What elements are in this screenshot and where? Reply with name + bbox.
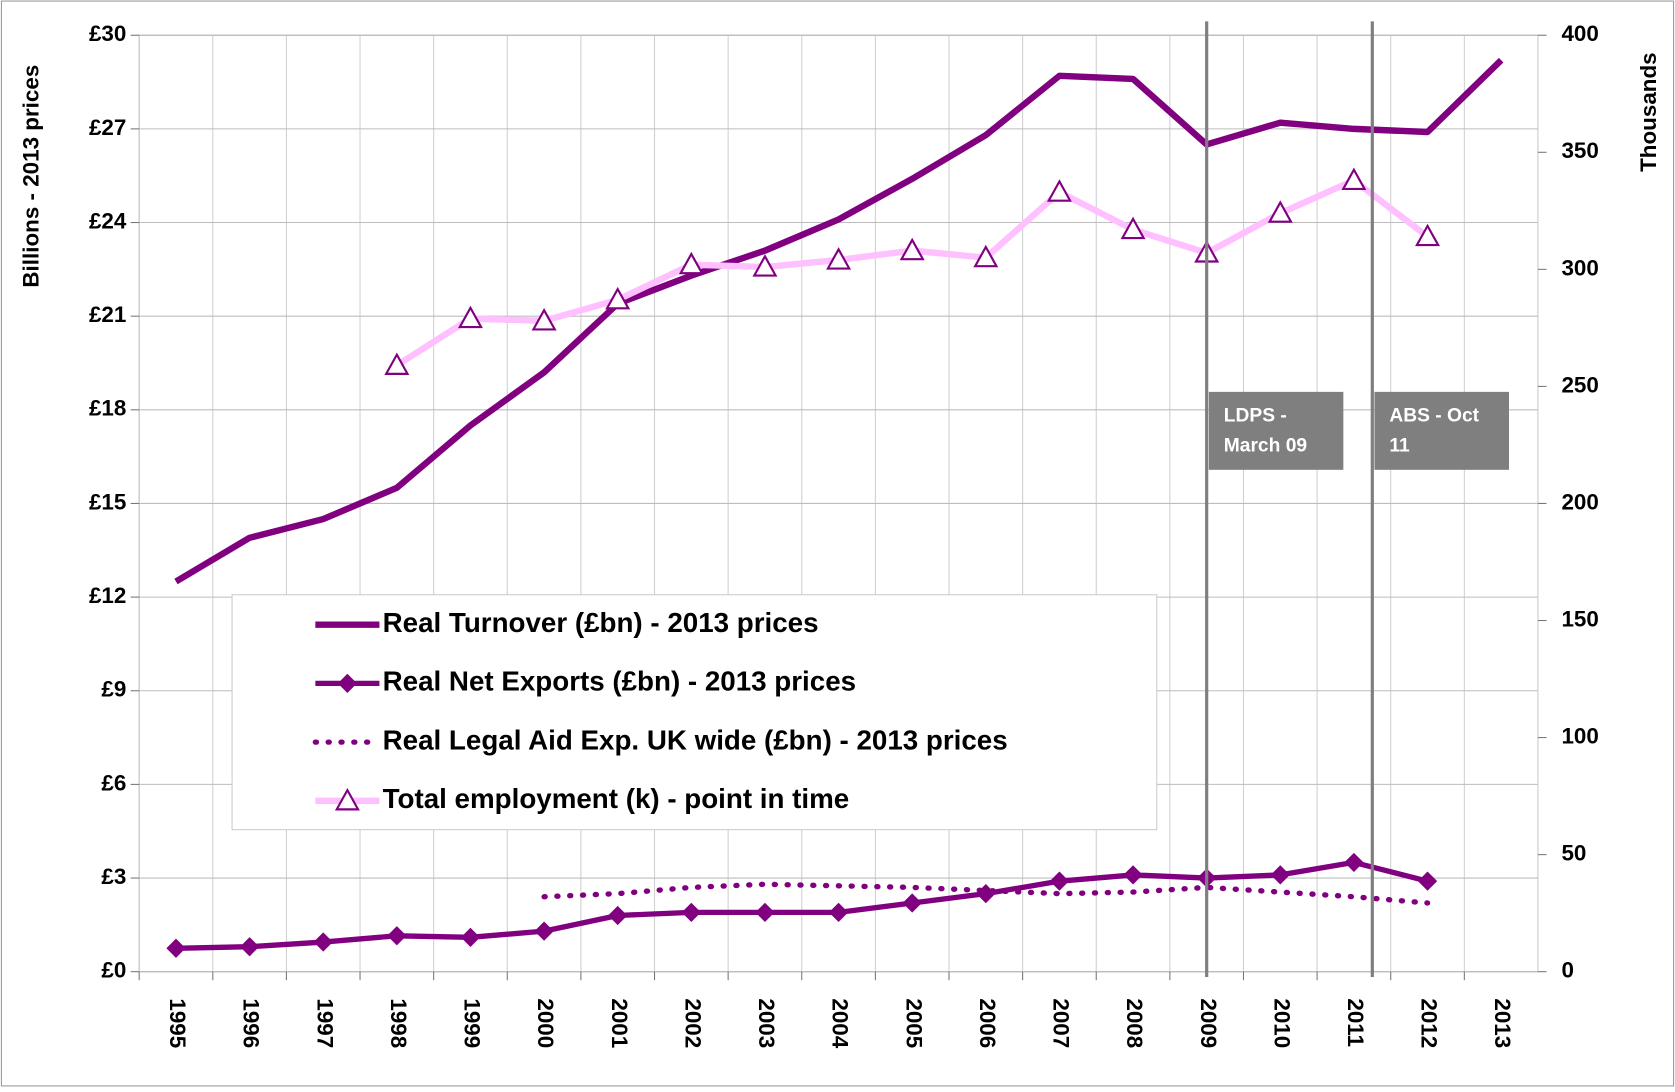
y2-tick-label: 100: [1561, 723, 1598, 748]
x-tick-label: 2003: [754, 998, 779, 1048]
marker: [384, 352, 410, 375]
y-tick-label: £6: [101, 770, 126, 795]
marker: [1415, 223, 1441, 247]
marker: [1341, 167, 1367, 190]
marker: [534, 921, 554, 941]
y2-tick-label: 400: [1561, 21, 1598, 46]
marker: [1123, 865, 1143, 885]
marker: [1270, 865, 1290, 885]
y-tick-label: £12: [89, 583, 126, 608]
y2-axis-title: Thousands: [1636, 52, 1661, 172]
y-tick-label: £30: [89, 21, 126, 46]
y-tick-label: £21: [89, 302, 126, 327]
y2-tick-label: 300: [1561, 255, 1598, 280]
x-tick-label: 1995: [165, 998, 190, 1048]
y-tick-label: £3: [101, 864, 126, 889]
x-tick-label: 2011: [1343, 998, 1368, 1047]
x-tick-label: 1999: [460, 998, 485, 1048]
y2-tick-label: 150: [1561, 606, 1598, 631]
marker: [313, 932, 333, 952]
marker: [973, 244, 999, 268]
y-tick-label: £18: [89, 396, 126, 421]
x-tick-label: 2012: [1417, 998, 1442, 1048]
marker: [678, 251, 704, 275]
x-tick-label: 1998: [386, 998, 411, 1048]
marker: [752, 254, 778, 277]
y-tick-label: £15: [89, 489, 126, 514]
y2-tick-label: 200: [1561, 489, 1598, 514]
marker: [1267, 200, 1293, 223]
annotation-text: March 09: [1224, 435, 1307, 456]
legend-label: Real Turnover (£bn) - 2013 prices: [383, 607, 819, 638]
x-tick-label: 2005: [901, 998, 926, 1048]
legend-label: Real Legal Aid Exp. UK wide (£bn) - 2013…: [383, 724, 1008, 755]
marker: [334, 787, 360, 811]
x-tick-label: 2008: [1122, 998, 1147, 1048]
y-tick-label: £9: [101, 677, 126, 702]
annotation-box: [1374, 391, 1509, 470]
legend-label: Total employment (k) - point in time: [383, 783, 850, 814]
x-tick-label: 2002: [680, 998, 705, 1048]
x-tick-label: 2010: [1269, 998, 1294, 1048]
x-tick-label: 2013: [1490, 998, 1515, 1048]
marker: [1046, 179, 1072, 202]
marker: [826, 247, 852, 270]
x-tick-label: 2009: [1196, 998, 1221, 1048]
marker: [605, 286, 631, 310]
marker: [899, 237, 925, 261]
y-tick-label: £27: [89, 115, 126, 140]
annotation-text: ABS - Oct: [1389, 406, 1479, 427]
annotation-box: [1208, 391, 1344, 470]
y2-tick-label: 350: [1561, 138, 1598, 163]
marker: [531, 307, 557, 331]
annotation-text: LDPS -: [1224, 406, 1287, 427]
x-tick-label: 2001: [607, 998, 632, 1048]
y2-tick-label: 50: [1561, 841, 1586, 866]
y2-tick-label: 0: [1561, 958, 1573, 983]
marker: [1120, 216, 1146, 240]
x-tick-label: 2006: [975, 998, 1000, 1048]
y2-tick-label: 250: [1561, 372, 1598, 397]
legend: [231, 594, 1158, 831]
marker: [166, 938, 186, 958]
x-tick-label: 2007: [1049, 998, 1074, 1048]
y-axis-title: Billions - 2013 prices: [18, 65, 43, 288]
x-tick-label: 1997: [312, 998, 337, 1048]
series-line: [175, 859, 1429, 951]
series-line: [174, 57, 1504, 585]
y-tick-label: £0: [101, 958, 126, 983]
marker: [457, 305, 483, 329]
y-tick-label: £24: [89, 208, 127, 233]
x-tick-label: 2004: [828, 998, 853, 1048]
legend-label: Real Net Exports (£bn) - 2013 prices: [383, 666, 856, 697]
x-tick-label: 2000: [533, 998, 558, 1048]
annotation-text: 11: [1389, 435, 1410, 456]
x-tick-label: 1996: [239, 998, 264, 1048]
marker: [1344, 852, 1364, 873]
